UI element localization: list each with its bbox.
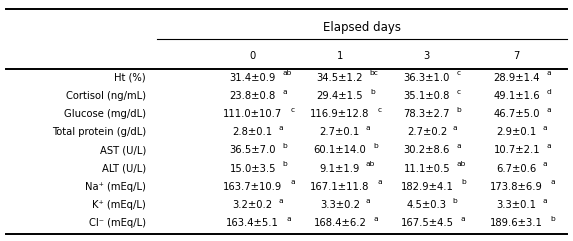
Text: a: a: [547, 143, 551, 149]
Text: 10.7±2.1: 10.7±2.1: [493, 145, 540, 155]
Text: 46.7±5.0: 46.7±5.0: [493, 109, 540, 119]
Text: 78.3±2.7: 78.3±2.7: [403, 109, 450, 119]
Text: b: b: [370, 89, 375, 94]
Text: 36.5±7.0: 36.5±7.0: [230, 145, 276, 155]
Text: a: a: [291, 180, 296, 186]
Text: 163.7±10.9: 163.7±10.9: [223, 182, 282, 192]
Text: 3: 3: [424, 51, 430, 60]
Text: b: b: [282, 143, 288, 149]
Text: a: a: [547, 70, 551, 76]
Text: a: a: [278, 198, 284, 204]
Text: 15.0±3.5: 15.0±3.5: [230, 164, 276, 174]
Text: b: b: [453, 198, 457, 204]
Text: c: c: [378, 107, 382, 113]
Text: a: a: [461, 216, 466, 222]
Text: Na⁺ (mEq/L): Na⁺ (mEq/L): [85, 182, 146, 192]
Text: Total protein (g/dL): Total protein (g/dL): [52, 127, 146, 137]
Text: 60.1±14.0: 60.1±14.0: [313, 145, 366, 155]
Text: 1: 1: [337, 51, 343, 60]
Text: 189.6±3.1: 189.6±3.1: [490, 218, 543, 228]
Text: 0: 0: [250, 51, 256, 60]
Text: Cortisol (ng/mL): Cortisol (ng/mL): [66, 91, 146, 101]
Text: b: b: [374, 143, 379, 149]
Text: 34.5±1.2: 34.5±1.2: [317, 73, 363, 83]
Text: a: a: [543, 198, 547, 204]
Text: 182.9±4.1: 182.9±4.1: [401, 182, 453, 192]
Text: 111.0±10.7: 111.0±10.7: [223, 109, 282, 119]
Text: K⁺ (mEq/L): K⁺ (mEq/L): [92, 200, 146, 210]
Text: b: b: [457, 107, 462, 113]
Text: b: b: [551, 216, 555, 222]
Text: a: a: [366, 125, 371, 131]
Text: 29.4±1.5: 29.4±1.5: [316, 91, 363, 101]
Text: Cl⁻ (mEq/L): Cl⁻ (mEq/L): [89, 218, 146, 228]
Text: Elapsed days: Elapsed days: [323, 21, 401, 34]
Text: c: c: [291, 107, 295, 113]
Text: 7: 7: [513, 51, 520, 60]
Text: 3.3±0.2: 3.3±0.2: [320, 200, 360, 210]
Text: 2.7±0.2: 2.7±0.2: [407, 127, 447, 137]
Text: 36.3±1.0: 36.3±1.0: [404, 73, 450, 83]
Text: Glucose (mg/dL): Glucose (mg/dL): [64, 109, 146, 119]
Text: 2.8±0.1: 2.8±0.1: [233, 127, 273, 137]
Text: 6.7±0.6: 6.7±0.6: [497, 164, 537, 174]
Text: 163.4±5.1: 163.4±5.1: [226, 218, 279, 228]
Text: 35.1±0.8: 35.1±0.8: [404, 91, 450, 101]
Text: a: a: [543, 125, 547, 131]
Text: 167.1±11.8: 167.1±11.8: [310, 182, 370, 192]
Text: Ht (%): Ht (%): [115, 73, 146, 83]
Text: c: c: [457, 89, 461, 94]
Text: 4.5±0.3: 4.5±0.3: [407, 200, 447, 210]
Text: a: a: [374, 216, 378, 222]
Text: a: a: [278, 125, 284, 131]
Text: a: a: [457, 143, 461, 149]
Text: c: c: [457, 70, 461, 76]
Text: 49.1±1.6: 49.1±1.6: [493, 91, 540, 101]
Text: 168.4±6.2: 168.4±6.2: [313, 218, 366, 228]
Text: AST (U/L): AST (U/L): [100, 145, 146, 155]
Text: 173.8±6.9: 173.8±6.9: [490, 182, 543, 192]
Text: 28.9±1.4: 28.9±1.4: [493, 73, 540, 83]
Text: 116.9±12.8: 116.9±12.8: [310, 109, 370, 119]
Text: a: a: [551, 180, 555, 186]
Text: 30.2±8.6: 30.2±8.6: [404, 145, 450, 155]
Text: a: a: [287, 216, 292, 222]
Text: d: d: [547, 89, 552, 94]
Text: bc: bc: [370, 70, 379, 76]
Text: 9.1±1.9: 9.1±1.9: [320, 164, 360, 174]
Text: b: b: [461, 180, 466, 186]
Text: 3.2±0.2: 3.2±0.2: [233, 200, 273, 210]
Text: a: a: [366, 198, 370, 204]
Text: 167.5±4.5: 167.5±4.5: [401, 218, 453, 228]
Text: 11.1±0.5: 11.1±0.5: [403, 164, 450, 174]
Text: ab: ab: [457, 161, 466, 167]
Text: a: a: [547, 107, 551, 113]
Text: a: a: [543, 161, 547, 167]
Text: b: b: [282, 161, 288, 167]
Text: a: a: [453, 125, 457, 131]
Text: 2.7±0.1: 2.7±0.1: [320, 127, 360, 137]
Text: a: a: [378, 180, 383, 186]
Text: a: a: [282, 89, 287, 94]
Text: 31.4±0.9: 31.4±0.9: [230, 73, 276, 83]
Text: ab: ab: [282, 70, 292, 76]
Text: ALT (U/L): ALT (U/L): [102, 164, 146, 174]
Text: ab: ab: [366, 161, 375, 167]
Text: 3.3±0.1: 3.3±0.1: [497, 200, 537, 210]
Text: 23.8±0.8: 23.8±0.8: [230, 91, 276, 101]
Text: 2.9±0.1: 2.9±0.1: [497, 127, 537, 137]
